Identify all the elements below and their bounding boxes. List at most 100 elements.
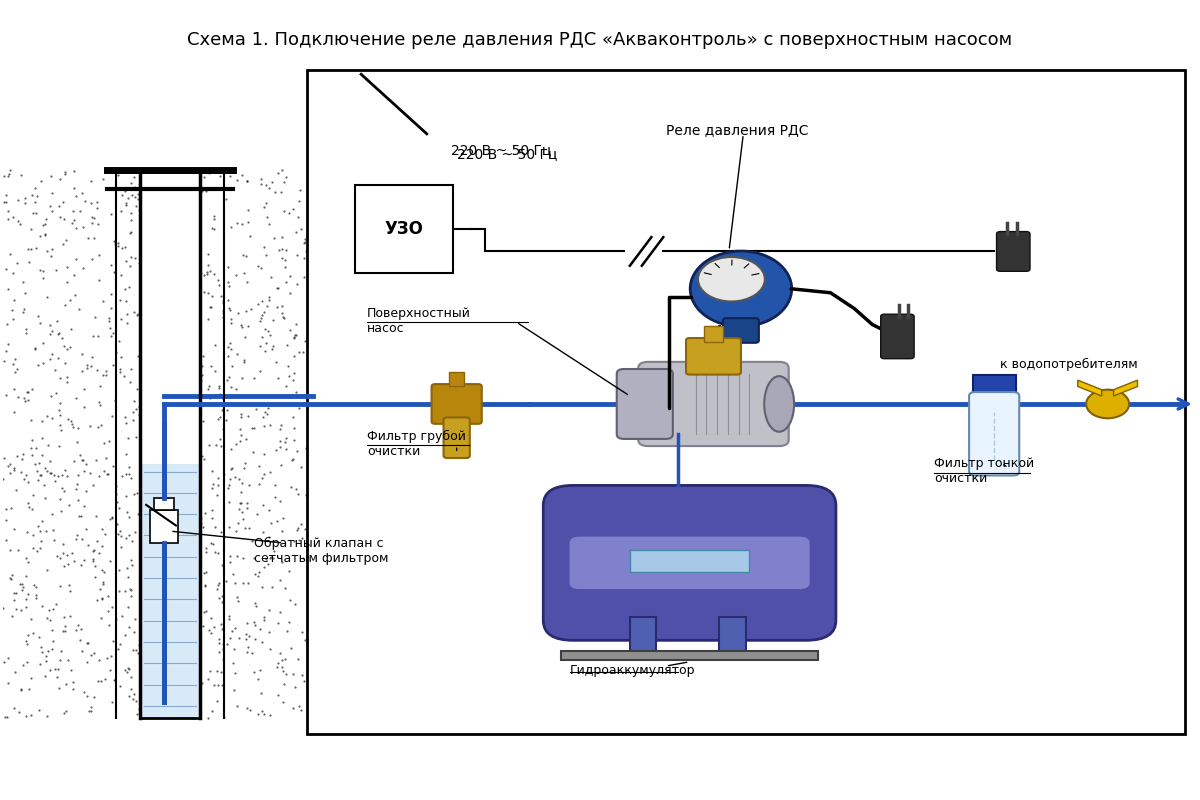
Point [103, 511, 122, 524]
Point [1051, 678, 1070, 691]
Point [1139, 686, 1158, 699]
Point [203, 503, 222, 516]
Point [556, 682, 575, 694]
Point [1003, 718, 1022, 730]
Point [229, 517, 248, 530]
Point [251, 364, 270, 377]
Point [559, 715, 578, 728]
Point [509, 664, 528, 677]
Point [226, 471, 245, 484]
Point [221, 555, 240, 568]
Point [260, 709, 280, 722]
Point [5, 353, 24, 366]
Point [18, 656, 37, 669]
Point [224, 643, 244, 656]
Point [930, 685, 949, 698]
Point [198, 382, 217, 395]
FancyBboxPatch shape [570, 537, 810, 589]
Point [257, 336, 276, 349]
Point [205, 521, 224, 534]
Point [16, 192, 35, 205]
Point [227, 269, 246, 282]
Point [233, 248, 252, 261]
Point [1084, 650, 1103, 662]
Point [725, 703, 744, 716]
Point [1007, 682, 1026, 695]
Point [55, 356, 74, 369]
Point [100, 618, 119, 631]
Point [4, 462, 23, 474]
Point [800, 652, 820, 665]
Point [203, 222, 222, 234]
Point [252, 309, 271, 322]
Point [124, 693, 143, 706]
Point [1132, 655, 1151, 668]
Point [200, 665, 220, 678]
Point [130, 409, 149, 422]
Point [41, 454, 60, 467]
Point [289, 195, 308, 208]
Point [468, 668, 487, 681]
Point [841, 712, 860, 725]
Point [236, 305, 256, 318]
Point [109, 334, 128, 347]
Point [234, 577, 253, 590]
Point [808, 725, 827, 738]
Point [251, 622, 270, 635]
Point [191, 459, 210, 472]
Point [97, 369, 116, 382]
Point [14, 392, 34, 405]
Point [252, 178, 271, 190]
Point [43, 205, 62, 218]
Point [25, 181, 44, 194]
Point [83, 216, 102, 229]
Point [0, 318, 16, 330]
Point [773, 714, 792, 727]
Point [112, 204, 131, 217]
Point [599, 717, 618, 730]
Point [276, 276, 295, 289]
Point [43, 602, 62, 615]
Point [26, 581, 46, 594]
Point [235, 330, 254, 343]
Point [269, 243, 288, 256]
Point [0, 213, 18, 226]
Point [130, 204, 149, 217]
Point [238, 702, 257, 714]
Point [66, 482, 85, 495]
Point [22, 243, 41, 256]
Point [629, 708, 648, 721]
Point [288, 444, 307, 457]
Point [266, 301, 286, 314]
Point [218, 482, 238, 494]
Point [694, 700, 713, 713]
Point [17, 600, 36, 613]
Point [97, 364, 116, 377]
Point [125, 191, 144, 204]
Point [233, 476, 252, 489]
Ellipse shape [764, 376, 794, 432]
Point [1039, 726, 1058, 738]
Point [118, 431, 137, 444]
Point [192, 184, 211, 197]
Point [22, 382, 41, 395]
Point [211, 432, 230, 445]
Point [355, 652, 374, 665]
Point [476, 710, 496, 723]
Point [484, 676, 503, 689]
Point [272, 300, 292, 313]
Point [90, 654, 109, 666]
Point [0, 388, 16, 401]
Point [82, 360, 101, 373]
Point [49, 682, 68, 694]
Point [254, 468, 274, 481]
Point [116, 447, 136, 460]
Point [55, 166, 74, 178]
Point [37, 245, 56, 258]
Point [504, 696, 523, 709]
Point [520, 711, 539, 724]
Point [535, 725, 554, 738]
Point [1002, 682, 1021, 694]
Point [526, 672, 545, 685]
Point [26, 442, 46, 455]
